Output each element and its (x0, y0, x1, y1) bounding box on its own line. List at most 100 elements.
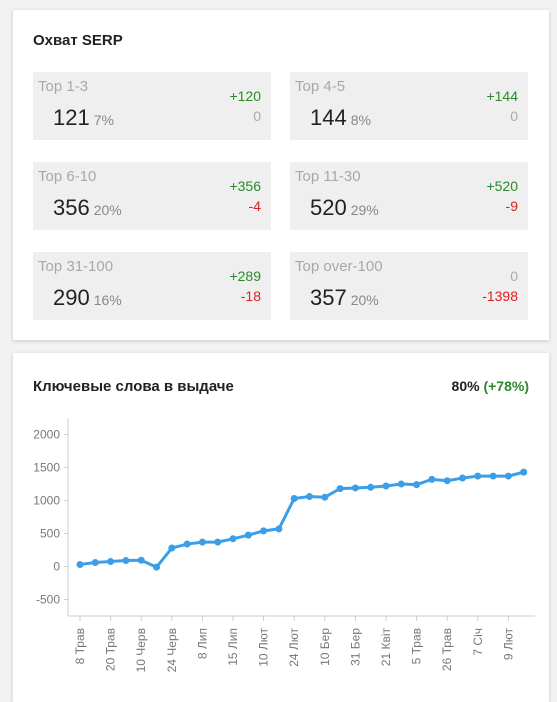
point (367, 483, 375, 491)
percent: 29% (350, 202, 379, 218)
point (229, 535, 237, 543)
summary-change: (+78%) (483, 378, 529, 394)
point (153, 563, 160, 571)
summary-value: 80% (451, 378, 480, 394)
y-tick-label: -500 (36, 593, 60, 607)
point (137, 556, 145, 564)
point (459, 474, 466, 482)
tile-name: Top 6-10 (38, 168, 97, 185)
serp-tile: Top 4-5 144 8% +144 0 (290, 72, 528, 140)
percent: 16% (93, 292, 122, 308)
x-tick-label: 20 Трав (104, 628, 118, 671)
x-tick-label: 24 Черв (165, 628, 179, 672)
serp-tile: Top 11-30 520 29% +520 -9 (290, 162, 528, 230)
serp-tile: Top 6-10 356 20% +356 -4 (33, 162, 271, 230)
tile-count: 357 20% (310, 285, 379, 311)
point (443, 477, 451, 485)
tile-count: 290 16% (53, 285, 122, 311)
x-tick-label: 9 Лют (501, 628, 515, 661)
tile-change: +120 (229, 88, 261, 104)
x-tick-label: 8 Трав (73, 628, 87, 664)
tile-change: -1398 (482, 288, 518, 304)
tile-change: 0 (510, 108, 518, 124)
x-tick-label: 10 Бер (318, 628, 332, 666)
point (168, 544, 176, 552)
count: 290 (53, 285, 90, 310)
tile-name: Top 4-5 (295, 78, 346, 95)
x-tick-label: 15 Лип (226, 628, 240, 666)
x-tick-label: 26 Трав (440, 628, 454, 671)
point (428, 475, 436, 483)
point (489, 472, 497, 480)
count: 357 (310, 285, 347, 310)
point (504, 472, 512, 480)
tile-count: 121 7% (53, 105, 114, 131)
point (214, 538, 222, 546)
point (183, 540, 191, 548)
point (76, 561, 84, 569)
serp-tile: Top over-100 357 20% 0 -1398 (290, 252, 528, 320)
x-tick-label: 7 Січ (471, 628, 485, 656)
point (122, 557, 130, 565)
count: 144 (310, 105, 347, 130)
x-tick-label: 31 Бер (348, 628, 362, 666)
tile-change: 0 (510, 268, 518, 284)
tile-change: -4 (248, 198, 261, 214)
tile-name: Top over-100 (295, 258, 383, 275)
tile-change: +520 (486, 178, 518, 194)
serp-title: Охват SERP (33, 32, 123, 49)
y-tick-label: 1500 (33, 461, 60, 475)
y-tick-label: 2000 (33, 428, 60, 442)
line (79, 470, 525, 570)
point (351, 484, 359, 492)
tile-change: +144 (486, 88, 518, 104)
x-tick-label: 5 Трав (410, 628, 424, 664)
point (107, 558, 115, 566)
point (413, 481, 421, 489)
percent: 8% (350, 112, 371, 128)
tile-name: Top 11-30 (295, 168, 361, 185)
tile-change: -18 (240, 288, 261, 304)
point (198, 538, 206, 546)
x-tick-label: 10 Лют (257, 628, 271, 667)
count: 121 (53, 105, 90, 130)
point (244, 531, 252, 539)
percent: 20% (350, 292, 379, 308)
tile-count: 520 29% (310, 195, 379, 221)
point (520, 468, 528, 476)
count: 520 (310, 195, 347, 220)
y-tick-label: 500 (40, 527, 60, 541)
point (91, 559, 99, 567)
point (275, 525, 283, 533)
point (382, 482, 390, 490)
x-tick-label: 10 Черв (134, 628, 148, 672)
point (321, 493, 329, 501)
tile-count: 356 20% (53, 195, 122, 221)
x-tick-label: 8 Лип (195, 628, 209, 659)
tile-change: +356 (229, 178, 261, 194)
point (260, 527, 268, 535)
tile-count: 144 8% (310, 105, 371, 131)
point (474, 472, 482, 480)
y-tick-label: 1000 (33, 494, 60, 508)
chart-title: Ключевые слова в выдаче (33, 378, 234, 395)
x-tick-label: 24 Лют (287, 628, 301, 667)
count: 356 (53, 195, 90, 220)
percent: 20% (93, 202, 122, 218)
serp-tile: Top 31-100 290 16% +289 -18 (33, 252, 271, 320)
tile-change: 0 (253, 108, 261, 124)
serp-card: Охват SERP Top 1-3 121 7% +120 0 Top 4-5 144 8%… (13, 10, 549, 340)
tile-name: Top 1-3 (38, 78, 89, 95)
summary: 80% (+78%) (452, 378, 529, 394)
percent: 7% (93, 112, 114, 128)
point (290, 495, 298, 503)
tile-change: -9 (505, 198, 518, 214)
x-tick-label: 21 Квіт (379, 628, 393, 667)
serp-tile: Top 1-3 121 7% +120 0 (33, 72, 271, 140)
y-tick-label: 0 (53, 560, 60, 574)
point (397, 480, 405, 488)
point (336, 485, 344, 493)
tile-name: Top 31-100 (38, 258, 114, 275)
